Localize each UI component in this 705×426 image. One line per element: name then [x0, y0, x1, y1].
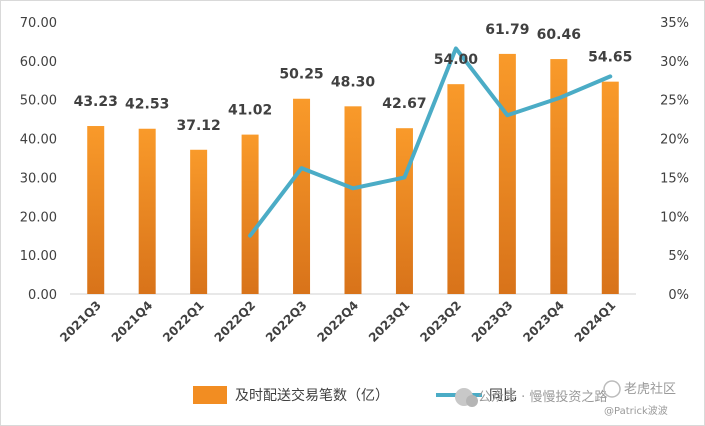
right-tick-label: 10% [660, 210, 689, 225]
legend-bar-label: 及时配送交易笔数（亿） [235, 387, 389, 404]
watermark-text: 公众号 · 慢慢投资之路 [478, 389, 607, 405]
data-label: 61.79 [485, 22, 529, 38]
bar [498, 53, 516, 294]
legend-line-label: 同比 [489, 388, 517, 404]
bar [550, 59, 568, 294]
category-label: 2022Q1 [160, 298, 207, 345]
data-label: 48.30 [331, 74, 376, 90]
bar [138, 128, 156, 294]
left-tick-label: 0.00 [28, 288, 57, 303]
watermark-sub: @Patrick波波 [604, 404, 668, 417]
bar [395, 128, 413, 294]
category-label: 2022Q2 [212, 298, 259, 345]
data-label: 43.23 [74, 94, 118, 110]
left-tick-label: 60.00 [20, 55, 57, 70]
right-tick-label: 5% [668, 249, 689, 264]
left-tick-label: 30.00 [20, 171, 57, 186]
wechat-icon-2 [466, 395, 478, 407]
right-tick-label: 30% [660, 55, 689, 70]
bar [447, 84, 465, 295]
left-tick-label: 70.00 [20, 16, 57, 31]
legend-bar-swatch [193, 386, 227, 404]
category-label: 2024Q1 [572, 298, 619, 345]
category-label: 2022Q4 [314, 298, 361, 345]
right-tick-label: 20% [660, 133, 689, 148]
data-label: 54.00 [434, 52, 479, 68]
right-axis-ticks: 0% 5% 10% 15% 20% 25% 30% 35% [660, 16, 689, 303]
left-tick-label: 40.00 [20, 133, 57, 148]
category-label: 2021Q4 [109, 298, 156, 345]
watermark: 公众号 · 慢慢投资之路 老虎社区 @Patrick波波 [455, 380, 676, 417]
category-label: 2023Q3 [469, 298, 516, 345]
right-tick-label: 15% [660, 171, 689, 186]
category-label: 2023Q4 [520, 298, 567, 345]
left-tick-label: 20.00 [20, 210, 57, 225]
bar [344, 106, 362, 294]
data-label: 50.25 [279, 67, 323, 83]
left-tick-label: 50.00 [20, 94, 57, 109]
data-labels: 43.23 42.53 37.12 41.02 50.25 48.30 42.67 54.00… [74, 22, 633, 134]
legend: 及时配送交易笔数（亿） 同比 [193, 386, 517, 404]
tiger-logo-icon [603, 380, 621, 398]
category-labels: 2021Q3 2021Q4 2022Q1 2022Q2 2022Q3 2022Q4 2023… [57, 298, 618, 345]
data-label: 54.65 [588, 50, 632, 66]
right-tick-label: 0% [668, 288, 689, 303]
data-label: 37.12 [176, 118, 220, 134]
category-label: 2023Q2 [417, 298, 464, 345]
bar [293, 98, 311, 294]
yoy-line [248, 46, 613, 238]
category-label: 2023Q1 [366, 298, 413, 345]
category-label: 2022Q3 [263, 298, 310, 345]
left-tick-label: 10.00 [20, 249, 57, 264]
bar [190, 149, 208, 294]
data-label: 42.67 [382, 96, 426, 112]
bar [601, 81, 619, 294]
right-tick-label: 25% [660, 94, 689, 109]
data-label: 42.53 [125, 97, 169, 113]
category-label: 2021Q3 [57, 298, 104, 345]
data-label: 60.46 [537, 27, 581, 43]
right-tick-label: 35% [660, 16, 689, 31]
watermark-badge: 老虎社区 [624, 381, 676, 397]
left-axis-ticks: 0.00 10.00 20.00 30.00 40.00 50.00 60.00 70.00 [20, 16, 57, 303]
data-label: 41.02 [228, 103, 272, 119]
bar [241, 134, 259, 294]
bar [87, 126, 105, 294]
